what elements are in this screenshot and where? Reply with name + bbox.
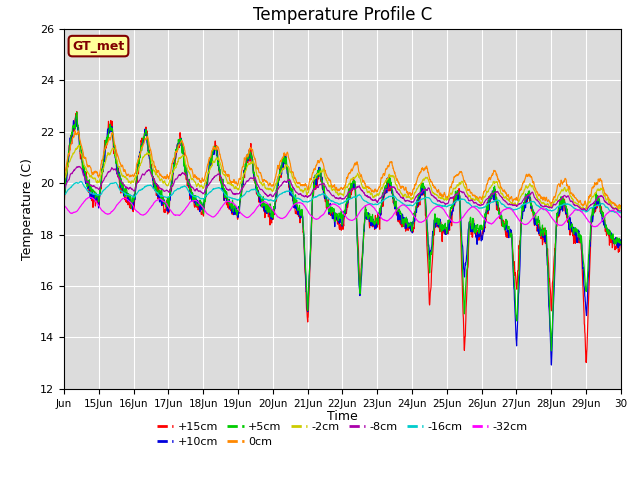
Line: +5cm: +5cm: [64, 112, 621, 351]
-16cm: [510, 207, 518, 213]
+5cm: [510, 277, 518, 283]
+15cm: [542, 235, 550, 241]
0cm: [116, 159, 124, 165]
-16cm: [236, 195, 244, 201]
-2cm: [609, 205, 617, 211]
-8cm: [609, 205, 617, 211]
-32cm: [542, 207, 550, 213]
+15cm: [510, 259, 518, 264]
0cm: [609, 200, 617, 206]
+10cm: [617, 237, 625, 242]
-16cm: [609, 208, 617, 214]
-2cm: [542, 202, 550, 207]
-32cm: [617, 214, 625, 220]
-32cm: [236, 209, 244, 215]
-8cm: [510, 202, 518, 208]
0cm: [614, 207, 621, 213]
0cm: [60, 176, 68, 182]
-8cm: [116, 177, 124, 182]
-32cm: [86, 194, 94, 200]
-8cm: [616, 208, 623, 214]
Line: +10cm: +10cm: [64, 117, 621, 365]
-32cm: [376, 214, 384, 219]
-16cm: [617, 210, 625, 216]
-32cm: [609, 207, 617, 213]
-16cm: [60, 192, 68, 198]
-32cm: [591, 224, 599, 229]
+5cm: [236, 196, 244, 202]
-16cm: [77, 179, 84, 184]
-16cm: [542, 206, 550, 212]
-16cm: [376, 200, 384, 205]
-2cm: [75, 142, 83, 148]
Line: -16cm: -16cm: [64, 181, 621, 213]
+10cm: [609, 240, 617, 246]
Line: 0cm: 0cm: [64, 131, 621, 210]
+5cm: [60, 193, 68, 199]
-32cm: [510, 210, 518, 216]
-8cm: [617, 208, 625, 214]
-2cm: [376, 189, 384, 195]
-8cm: [236, 190, 244, 195]
+10cm: [542, 229, 550, 235]
+15cm: [236, 199, 244, 205]
-8cm: [376, 196, 384, 202]
Line: -2cm: -2cm: [64, 145, 621, 210]
-2cm: [60, 175, 68, 181]
+5cm: [116, 174, 124, 180]
+10cm: [236, 199, 244, 204]
Legend: +15cm, +10cm, +5cm, 0cm, -2cm, -8cm, -16cm, -32cm: +15cm, +10cm, +5cm, 0cm, -2cm, -8cm, -16…: [152, 417, 532, 452]
X-axis label: Time: Time: [327, 410, 358, 423]
-8cm: [542, 204, 550, 209]
+5cm: [376, 205, 384, 211]
Title: Temperature Profile C: Temperature Profile C: [253, 6, 432, 24]
-32cm: [116, 199, 124, 204]
+5cm: [609, 235, 617, 240]
+10cm: [548, 362, 556, 368]
-16cm: [116, 187, 124, 193]
Text: GT_met: GT_met: [72, 40, 125, 53]
+15cm: [609, 236, 617, 242]
Y-axis label: Temperature (C): Temperature (C): [22, 158, 35, 260]
+5cm: [617, 241, 625, 247]
Line: -32cm: -32cm: [64, 197, 621, 227]
+15cm: [376, 213, 384, 219]
+10cm: [376, 215, 384, 221]
Line: -8cm: -8cm: [64, 167, 621, 211]
+5cm: [548, 348, 556, 354]
+15cm: [73, 109, 81, 115]
Line: +15cm: +15cm: [64, 112, 621, 362]
-8cm: [75, 164, 83, 169]
0cm: [542, 196, 550, 202]
+15cm: [582, 360, 590, 365]
+10cm: [116, 172, 124, 178]
0cm: [617, 204, 625, 210]
0cm: [376, 183, 384, 189]
+15cm: [60, 200, 68, 205]
0cm: [236, 176, 244, 182]
-2cm: [580, 207, 588, 213]
0cm: [510, 196, 518, 202]
-32cm: [60, 203, 68, 209]
+10cm: [60, 198, 68, 204]
-2cm: [236, 181, 244, 187]
+5cm: [542, 231, 550, 237]
-8cm: [60, 187, 68, 193]
+15cm: [116, 186, 124, 192]
+10cm: [72, 114, 80, 120]
0cm: [71, 128, 79, 134]
-2cm: [116, 165, 124, 171]
+10cm: [510, 287, 518, 293]
+15cm: [617, 240, 625, 246]
+5cm: [73, 109, 81, 115]
-2cm: [510, 201, 518, 207]
-2cm: [617, 205, 625, 211]
